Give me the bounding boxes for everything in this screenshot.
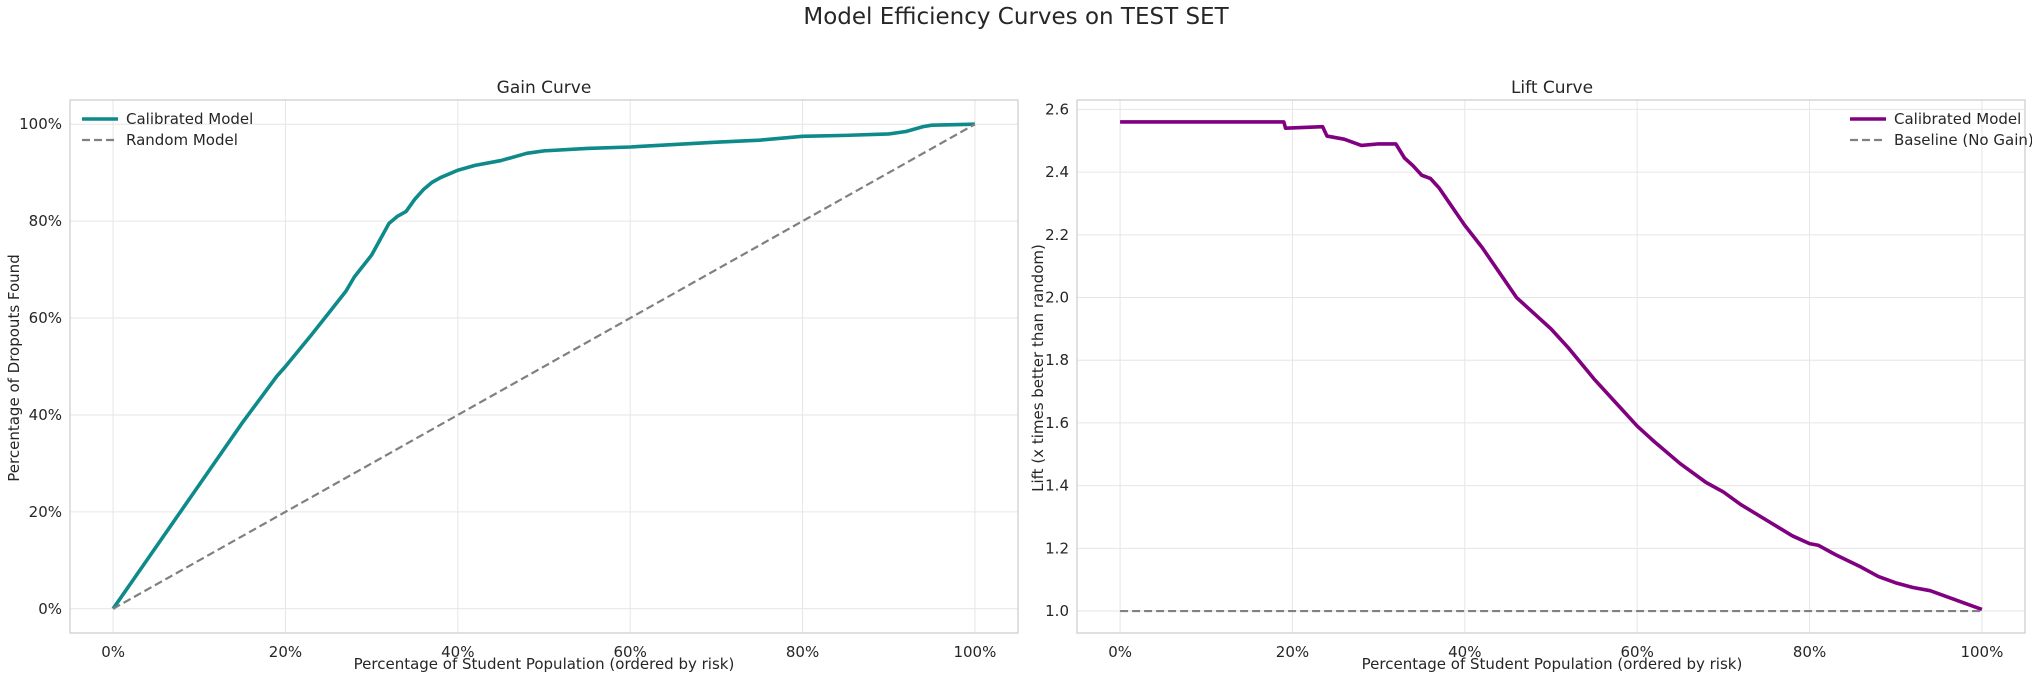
lift-curve-xtick-label: 40% xyxy=(1448,643,1481,661)
gain-curve-ytick-label: 40% xyxy=(29,406,62,424)
gain-curve-title: Gain Curve xyxy=(497,78,592,98)
lift-curve-xtick-label: 0% xyxy=(1108,643,1132,661)
lift-curve-xtick-label: 60% xyxy=(1621,643,1654,661)
gain-curve-axes-frame xyxy=(69,99,1019,634)
lift-curve-xtick-label: 20% xyxy=(1276,643,1309,661)
lift-curve-xlabel: Percentage of Student Population (ordere… xyxy=(1362,655,1743,673)
lift-curve-ytick-label: 1.2 xyxy=(1045,539,1069,557)
lift-curve-xtick-label: 100% xyxy=(1960,643,2003,661)
gain-curve-legend-label: Calibrated Model xyxy=(126,110,253,128)
gain-curve-series-calibrated-line xyxy=(111,122,975,610)
lift-curve-title: Lift Curve xyxy=(1511,78,1593,98)
lift-curve-ytick-label: 2.0 xyxy=(1045,289,1069,307)
gain-curve-xtick-label: 40% xyxy=(441,643,474,661)
lift-curve-legend-label: Calibrated Model xyxy=(1894,110,2021,128)
lift-curve-series-calibrated-line xyxy=(1120,120,1983,612)
gain-curve-ytick-label: 80% xyxy=(29,212,62,230)
lift-curve-panel: Lift Curve Percentage of Student Populat… xyxy=(1029,78,2032,673)
gain-curve-xlabel: Percentage of Student Population (ordere… xyxy=(354,655,735,673)
gain-curve-ytick-label: 20% xyxy=(29,503,62,521)
gain-curve-ytick-label: 0% xyxy=(38,600,62,618)
gain-curve-ylabel: Percentage of Dropouts Found xyxy=(5,254,23,481)
gain-curve-xtick-label: 0% xyxy=(101,643,125,661)
gain-curve-legend-label: Random Model xyxy=(126,131,238,149)
lift-curve-ytick-label: 2.4 xyxy=(1045,163,1069,181)
gain-curve-series-baseline-line xyxy=(112,123,976,610)
gain-curve-xtick-label: 60% xyxy=(614,643,647,661)
gain-curve-panel: Gain Curve Percentage of Student Populat… xyxy=(5,78,1019,673)
lift-curve-axes-frame xyxy=(1076,99,2026,634)
figure-suptitle: Model Efficiency Curves on TEST SET xyxy=(803,4,1229,30)
lift-curve-xtick-label: 80% xyxy=(1793,643,1826,661)
gain-curve-ytick-label: 60% xyxy=(29,309,62,327)
lift-curve-ytick-label: 2.2 xyxy=(1045,226,1069,244)
lift-curve-ytick-label: 1.8 xyxy=(1045,351,1069,369)
lift-curve-ytick-label: 2.6 xyxy=(1045,100,1069,118)
gain-curve-xtick-label: 80% xyxy=(786,643,819,661)
lift-curve-ytick-label: 1.6 xyxy=(1045,414,1069,432)
gain-curve-xtick-label: 100% xyxy=(953,643,996,661)
gain-curve-xtick-label: 20% xyxy=(269,643,302,661)
gain-curve-ytick-label: 100% xyxy=(19,115,62,133)
lift-curve-ylabel: Lift (x times better than random) xyxy=(1029,244,1047,492)
lift-curve-ytick-label: 1.4 xyxy=(1045,477,1069,495)
lift-curve-legend-label: Baseline (No Gain) xyxy=(1894,131,2032,149)
lift-curve-ytick-label: 1.0 xyxy=(1045,602,1069,620)
